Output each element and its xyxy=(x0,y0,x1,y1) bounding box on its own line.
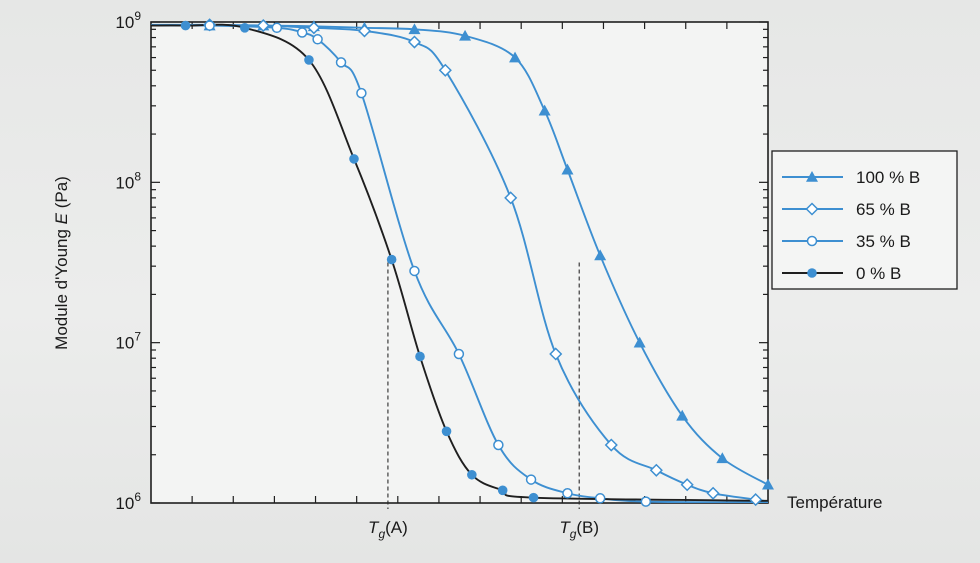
tg-guide-lines xyxy=(387,262,580,509)
data-point xyxy=(676,409,689,421)
y-tick-label: 109 xyxy=(115,9,141,32)
data-point xyxy=(304,55,314,65)
data-point xyxy=(386,254,397,265)
data-point xyxy=(453,348,465,360)
data-point xyxy=(640,496,652,507)
data-point xyxy=(349,154,359,164)
data-point xyxy=(504,191,518,205)
data-point xyxy=(296,27,308,38)
data-point xyxy=(649,463,663,477)
data-point xyxy=(467,469,477,480)
data-point xyxy=(633,336,646,348)
data-point xyxy=(357,24,372,38)
data-point xyxy=(806,171,818,182)
y-tick-labels: 106 107 108 109 xyxy=(115,9,141,513)
data-point xyxy=(706,486,720,500)
data-point xyxy=(807,268,817,278)
data-point xyxy=(562,488,573,499)
data-point xyxy=(335,57,347,68)
series-line xyxy=(151,23,768,502)
data-point xyxy=(441,426,452,437)
data-point xyxy=(204,20,215,31)
data-point xyxy=(509,51,522,63)
data-point xyxy=(594,249,607,261)
data-point xyxy=(438,63,452,77)
data-point xyxy=(549,347,563,361)
data-point xyxy=(805,202,819,216)
data-point xyxy=(312,34,323,45)
data-point xyxy=(538,104,551,116)
data-point xyxy=(271,22,283,34)
data-point xyxy=(356,87,367,99)
tg-label: Tg(A) xyxy=(368,518,408,541)
data-point xyxy=(525,474,537,485)
data-point xyxy=(680,478,694,492)
data-point xyxy=(256,19,270,33)
data-point xyxy=(762,478,774,490)
legend-box xyxy=(771,150,958,290)
data-point xyxy=(594,493,606,504)
data-point xyxy=(408,23,421,35)
y-tick-label: 108 xyxy=(115,169,141,192)
marker-layer xyxy=(180,18,774,507)
data-point xyxy=(528,492,539,503)
plot-area xyxy=(150,21,769,504)
series-line xyxy=(151,23,768,503)
data-point xyxy=(561,163,574,175)
legend-label: 35 % B xyxy=(856,232,911,251)
data-point xyxy=(407,35,422,49)
y-tick-label: 107 xyxy=(115,330,141,353)
data-point xyxy=(409,265,420,277)
data-point xyxy=(307,21,321,35)
data-point xyxy=(459,29,472,41)
y-tick-label: 106 xyxy=(115,490,141,513)
data-point xyxy=(716,452,729,464)
legend-label: 100 % B xyxy=(856,168,920,187)
tg-label: Tg(B) xyxy=(559,518,599,541)
data-point xyxy=(806,235,818,247)
data-point xyxy=(604,438,618,452)
legend: 100 % B 65 % B 35 % B 0 % B xyxy=(771,150,958,290)
data-point xyxy=(180,20,191,31)
data-point xyxy=(497,485,508,496)
x-marker-labels: Tg(A) Tg(B) xyxy=(368,518,599,541)
legend-label: 0 % B xyxy=(856,264,901,283)
y-axis-label: Module d'Young E (Pa) xyxy=(52,176,71,350)
legend-label: 65 % B xyxy=(856,200,911,219)
x-axis-label: Température xyxy=(787,493,882,512)
data-point xyxy=(493,439,504,451)
data-point xyxy=(239,23,250,33)
data-point xyxy=(749,493,763,507)
data-point xyxy=(415,351,425,362)
